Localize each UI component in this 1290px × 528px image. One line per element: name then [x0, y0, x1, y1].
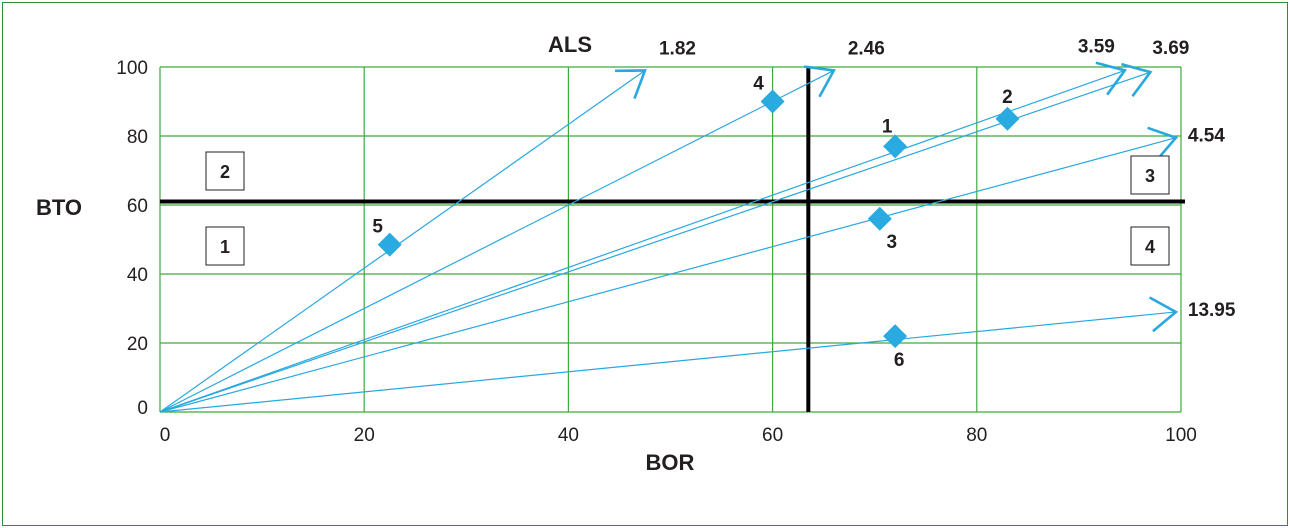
data-point-marker — [867, 206, 892, 231]
y-tick-label: 80 — [127, 127, 148, 148]
als-arrowhead — [1148, 296, 1179, 333]
als-line — [159, 137, 1177, 413]
als-arrowhead — [1095, 61, 1128, 96]
y-tick-label: 100 — [116, 58, 148, 79]
quadrant-label: 4 — [1145, 237, 1155, 257]
als-line — [159, 311, 1176, 413]
als-value-label: 2.46 — [848, 38, 885, 59]
als-line — [159, 69, 1126, 413]
top-label: ALS — [548, 32, 592, 57]
data-point-label: 6 — [894, 350, 905, 371]
reference-lines — [160, 67, 1185, 412]
data-point-marker — [883, 324, 908, 349]
y-axis-title: BTO — [36, 195, 82, 220]
als-line — [159, 69, 646, 413]
grid-lines — [159, 66, 1182, 413]
x-tick-label: 40 — [558, 425, 579, 446]
y-tick-label: 40 — [127, 265, 148, 286]
bor-bto-chart: ALS BTO BOR 0 20 40 60 80 100 0 20 40 60 80 100 1.82… — [36, 32, 1236, 475]
quadrant-label: 2 — [220, 162, 230, 182]
data-point-marker — [995, 106, 1020, 131]
als-lines — [159, 61, 1179, 413]
chart-labels: ALS BTO BOR 0 20 40 60 80 100 0 20 40 60 80 100 1.82… — [36, 32, 1236, 475]
quadrant-box — [1130, 226, 1170, 266]
data-point-label: 1 — [882, 116, 893, 137]
data-point-marker — [377, 232, 402, 257]
als-value-label: 1.82 — [659, 38, 696, 59]
quadrant-box — [205, 151, 245, 191]
als-value-label: 3.69 — [1152, 38, 1189, 59]
x-tick-label: 60 — [762, 425, 783, 446]
data-points — [377, 89, 1020, 349]
data-point-label: 2 — [1002, 87, 1013, 108]
x-tick-label: 80 — [966, 425, 987, 446]
als-value-label: 4.54 — [1188, 126, 1225, 147]
y-tick-label: 0 — [137, 398, 148, 419]
data-point-label: 4 — [753, 74, 764, 95]
als-line — [159, 71, 1151, 413]
x-tick-label: 20 — [354, 425, 375, 446]
x-tick-label: 100 — [1165, 425, 1197, 446]
data-point-label: 3 — [887, 232, 898, 253]
als-line — [159, 69, 835, 413]
y-tick-label: 20 — [127, 334, 148, 355]
als-value-label: 3.59 — [1078, 36, 1115, 57]
quadrant-box — [205, 226, 245, 266]
als-arrowhead — [614, 69, 647, 100]
quadrant-label: 3 — [1145, 166, 1155, 186]
als-arrowhead — [803, 65, 836, 98]
x-axis-title: BOR — [646, 450, 695, 475]
data-point-label: 5 — [372, 217, 383, 238]
als-value-label: 13.95 — [1188, 300, 1236, 321]
x-tick-label: 0 — [160, 425, 171, 446]
als-arrowhead — [1147, 126, 1179, 162]
data-point-marker — [760, 89, 785, 114]
data-point-marker — [883, 134, 908, 159]
quadrant-box — [1130, 155, 1170, 195]
als-arrowhead — [1121, 62, 1153, 98]
quadrant-label: 1 — [220, 237, 230, 257]
y-tick-label: 60 — [127, 196, 148, 217]
